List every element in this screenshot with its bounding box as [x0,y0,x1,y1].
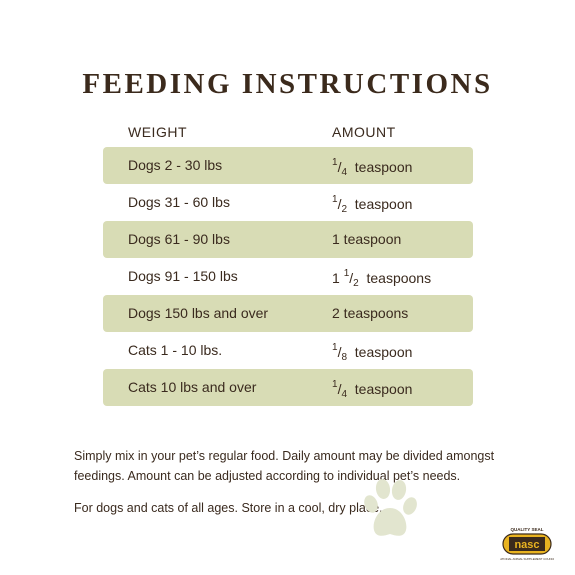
paw-icon [364,479,417,536]
weight-cell: Cats 1 - 10 lbs. [128,342,223,358]
table-row: Dogs 61 - 90 lbs 1 teaspoon [103,221,473,258]
svg-text:QUALITY SEAL: QUALITY SEAL [511,527,544,532]
amount-cell: 1/2 teaspoon [332,194,413,215]
feeding-table: Dogs 2 - 30 lbs 1/4 teaspoon Dogs 31 - 6… [103,147,473,406]
table-row: Cats 1 - 10 lbs. 1/8 teaspoon [103,332,473,369]
table-row: Dogs 91 - 150 lbs 1 1/2 teaspoons [103,258,473,295]
mixing-instructions: Simply mix in your pet’s regular food. D… [74,449,495,483]
amount-cell: 2 teaspoons [332,305,409,321]
storage-instructions: For dogs and cats of all ages. Store in … [74,501,383,515]
table-row: Dogs 150 lbs and over 2 teaspoons [103,295,473,332]
weight-cell: Dogs 61 - 90 lbs [128,231,230,247]
amount-cell: 1/8 teaspoon [332,342,413,363]
weight-cell: Cats 10 lbs and over [128,379,257,395]
nasc-quality-seal-logo: QUALITY SEAL nasc NATIONAL ANIMAL SUPPLE… [500,527,554,561]
svg-text:nasc: nasc [514,539,539,551]
weight-header: WEIGHT [128,124,187,140]
table-row: Cats 10 lbs and over 1/4 teaspoon [103,369,473,406]
table-row: Dogs 2 - 30 lbs 1/4 teaspoon [103,147,473,184]
weight-cell: Dogs 2 - 30 lbs [128,157,223,173]
amount-cell: 1/4 teaspoon [332,157,413,178]
amount-header: AMOUNT [332,124,396,140]
weight-cell: Dogs 91 - 150 lbs [128,268,238,284]
weight-cell: Dogs 150 lbs and over [128,305,269,321]
table-row: Dogs 31 - 60 lbs 1/2 teaspoon [103,184,473,221]
page-title: FEEDING INSTRUCTIONS [82,68,493,100]
amount-cell: 1 teaspoon [332,231,402,247]
amount-cell: 1 1/2 teaspoons [332,268,432,289]
svg-text:NATIONAL ANIMAL SUPPLEMENT COU: NATIONAL ANIMAL SUPPLEMENT COUNCIL [500,557,554,561]
weight-cell: Dogs 31 - 60 lbs [128,194,230,210]
amount-cell: 1/4 teaspoon [332,379,413,400]
